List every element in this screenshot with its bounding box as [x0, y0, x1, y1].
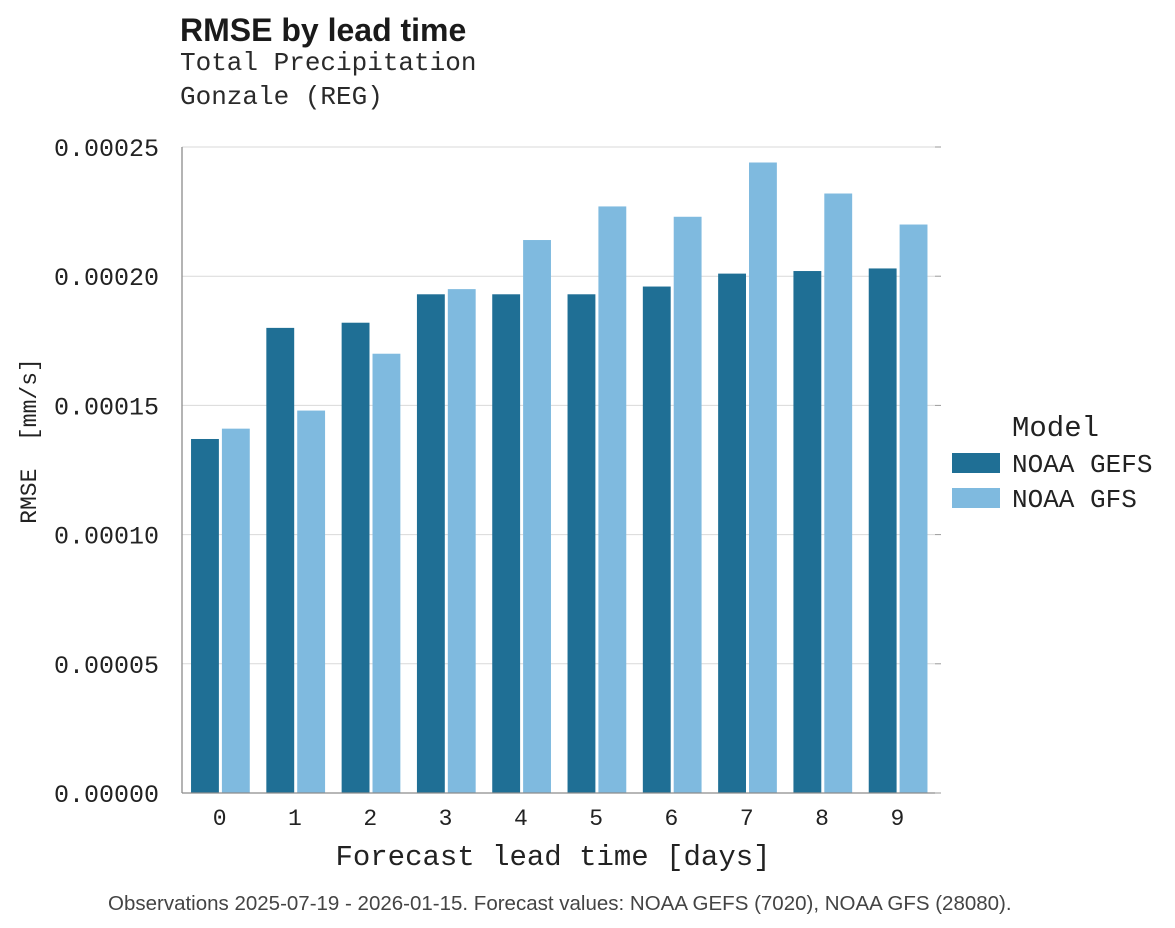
svg-text:9: 9: [890, 806, 904, 832]
svg-text:1: 1: [288, 806, 302, 832]
svg-text:0.00025: 0.00025: [54, 135, 159, 164]
svg-text:0: 0: [213, 806, 227, 832]
svg-text:0.00015: 0.00015: [54, 393, 159, 422]
svg-text:0.00020: 0.00020: [54, 264, 159, 293]
svg-text:6: 6: [665, 806, 679, 832]
svg-text:0.00000: 0.00000: [54, 781, 159, 810]
svg-text:2: 2: [363, 806, 377, 832]
svg-text:5: 5: [589, 806, 603, 832]
svg-text:8: 8: [815, 806, 829, 832]
svg-text:3: 3: [439, 806, 453, 832]
svg-text:0.00010: 0.00010: [54, 523, 159, 552]
svg-text:4: 4: [514, 806, 528, 832]
svg-text:7: 7: [740, 806, 754, 832]
svg-text:0.00005: 0.00005: [54, 652, 159, 681]
